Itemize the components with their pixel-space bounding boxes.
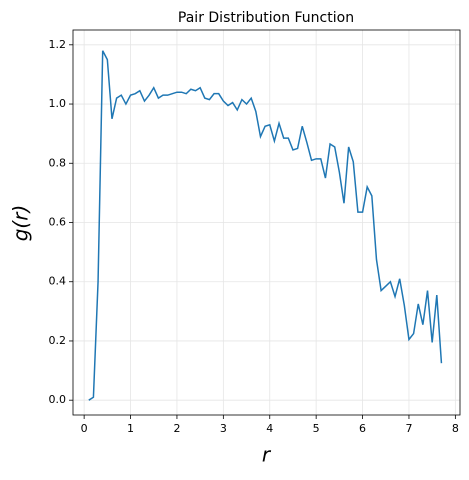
x-tick-label: 8 bbox=[452, 422, 459, 435]
y-tick-label: 1.0 bbox=[49, 97, 67, 110]
y-tick-label: 0.4 bbox=[49, 275, 67, 288]
data-line bbox=[88, 50, 443, 401]
y-tick-label: 0.8 bbox=[49, 156, 67, 169]
x-tick-label: 3 bbox=[220, 422, 227, 435]
y-tick-label: 1.2 bbox=[49, 38, 67, 51]
x-tick-label: 0 bbox=[81, 422, 88, 435]
y-axis-label: g(r) bbox=[9, 205, 33, 242]
y-tick-label: 0.0 bbox=[49, 393, 67, 406]
x-tick-label: 4 bbox=[266, 422, 273, 435]
x-tick-label: 5 bbox=[313, 422, 320, 435]
y-tick-label: 0.2 bbox=[49, 334, 67, 347]
x-axis-label: r bbox=[262, 443, 272, 467]
x-tick-label: 6 bbox=[359, 422, 366, 435]
y-tick-label: 0.6 bbox=[49, 216, 67, 229]
x-tick-label: 2 bbox=[173, 422, 180, 435]
x-tick-label: 7 bbox=[405, 422, 412, 435]
chart-title: Pair Distribution Function bbox=[178, 10, 354, 26]
x-tick-label: 1 bbox=[127, 422, 134, 435]
plot-frame bbox=[72, 29, 461, 416]
